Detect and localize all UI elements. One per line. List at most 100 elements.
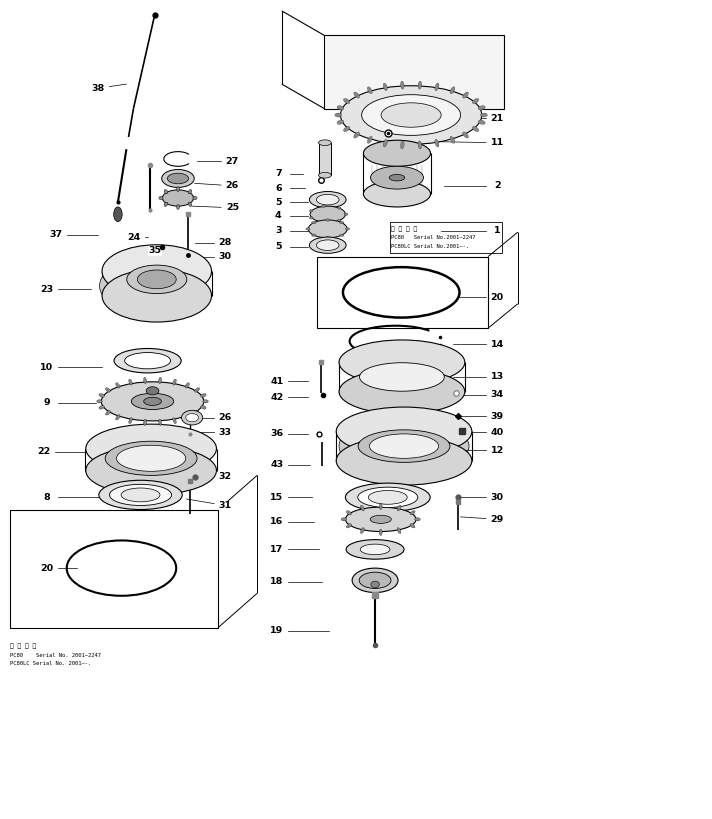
Ellipse shape [182, 410, 203, 425]
Ellipse shape [201, 394, 206, 397]
Ellipse shape [102, 269, 211, 322]
Ellipse shape [127, 265, 187, 293]
Ellipse shape [455, 437, 469, 455]
Text: 39: 39 [491, 411, 504, 420]
Bar [390, 223, 501, 253]
Ellipse shape [363, 140, 431, 166]
Ellipse shape [359, 572, 391, 589]
Ellipse shape [352, 568, 398, 592]
Ellipse shape [336, 437, 472, 485]
Ellipse shape [173, 379, 177, 385]
Text: 36: 36 [271, 429, 283, 438]
Ellipse shape [99, 394, 105, 397]
Ellipse shape [360, 544, 390, 554]
Ellipse shape [435, 139, 439, 147]
Text: 30: 30 [219, 252, 232, 261]
Ellipse shape [105, 387, 110, 392]
Ellipse shape [341, 518, 347, 521]
Ellipse shape [101, 382, 204, 421]
Text: 20: 20 [491, 292, 504, 301]
Ellipse shape [339, 340, 465, 385]
Ellipse shape [318, 140, 331, 146]
Ellipse shape [337, 206, 341, 209]
Ellipse shape [100, 451, 115, 472]
Ellipse shape [345, 483, 430, 512]
Ellipse shape [370, 515, 392, 523]
Ellipse shape [102, 245, 211, 297]
Ellipse shape [346, 540, 404, 559]
Ellipse shape [144, 397, 162, 405]
Text: 41: 41 [271, 377, 283, 386]
Ellipse shape [159, 378, 162, 383]
Text: 9: 9 [43, 399, 50, 408]
Ellipse shape [345, 507, 416, 532]
Ellipse shape [310, 192, 346, 208]
Ellipse shape [312, 221, 316, 224]
Ellipse shape [357, 487, 418, 508]
Ellipse shape [201, 405, 206, 410]
Bar [317, 256, 488, 328]
Ellipse shape [340, 234, 344, 237]
Ellipse shape [117, 446, 186, 471]
Text: 32: 32 [219, 472, 232, 481]
Polygon shape [324, 35, 504, 109]
Ellipse shape [110, 484, 172, 505]
Ellipse shape [121, 488, 160, 502]
Ellipse shape [322, 205, 325, 207]
Ellipse shape [371, 581, 379, 588]
Ellipse shape [410, 523, 415, 528]
Ellipse shape [131, 393, 174, 410]
Text: 13: 13 [491, 373, 504, 382]
Ellipse shape [97, 400, 103, 403]
Ellipse shape [346, 523, 352, 528]
Text: 24: 24 [127, 233, 140, 242]
Text: 15: 15 [271, 493, 283, 502]
Text: 18: 18 [270, 577, 283, 586]
Text: 35: 35 [148, 247, 161, 256]
Ellipse shape [360, 527, 365, 533]
Text: 30: 30 [491, 493, 504, 502]
Ellipse shape [310, 216, 313, 219]
Text: 3: 3 [275, 226, 281, 235]
Text: 28: 28 [219, 238, 232, 247]
Text: 2: 2 [494, 181, 501, 190]
Ellipse shape [414, 518, 420, 521]
Ellipse shape [100, 274, 115, 297]
Ellipse shape [310, 210, 313, 212]
Ellipse shape [162, 170, 194, 188]
Ellipse shape [343, 126, 350, 132]
Ellipse shape [335, 113, 342, 117]
Ellipse shape [318, 172, 331, 178]
Ellipse shape [370, 434, 439, 459]
Text: 25: 25 [226, 203, 239, 212]
Text: PC80LC Serial No. 2001~-.: PC80LC Serial No. 2001~-. [10, 661, 91, 666]
Text: 21: 21 [491, 114, 504, 123]
Ellipse shape [188, 453, 202, 470]
Ellipse shape [340, 221, 344, 224]
Ellipse shape [463, 92, 468, 98]
Ellipse shape [337, 120, 344, 124]
Text: 42: 42 [271, 393, 283, 402]
Text: 33: 33 [219, 428, 232, 437]
Text: 5: 5 [275, 197, 281, 206]
Ellipse shape [203, 400, 209, 403]
Ellipse shape [144, 419, 147, 426]
Ellipse shape [189, 288, 205, 303]
Ellipse shape [105, 410, 110, 415]
Text: 16: 16 [271, 518, 283, 527]
Text: 1: 1 [494, 226, 501, 235]
Text: 12: 12 [491, 446, 504, 455]
Text: 14: 14 [491, 340, 504, 349]
Ellipse shape [193, 197, 197, 200]
Ellipse shape [85, 424, 216, 473]
Ellipse shape [116, 382, 120, 388]
Ellipse shape [463, 132, 468, 138]
Text: 油 封 号 番: 油 封 号 番 [10, 644, 36, 649]
Ellipse shape [194, 410, 199, 415]
Text: 26: 26 [226, 181, 239, 190]
Ellipse shape [358, 430, 450, 463]
Ellipse shape [316, 240, 339, 251]
Ellipse shape [360, 363, 444, 391]
Text: 27: 27 [226, 157, 239, 166]
Ellipse shape [397, 505, 401, 511]
